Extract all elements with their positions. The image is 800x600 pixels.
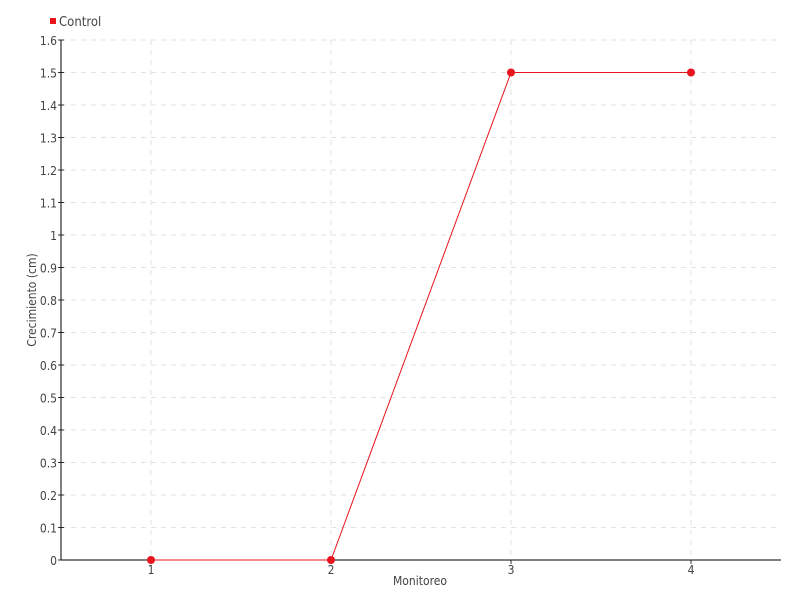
y-tick-label: 0.5 <box>40 392 57 406</box>
y-tick-label: 1.3 <box>40 132 57 146</box>
y-tick-label: 1.6 <box>40 34 57 48</box>
x-tick-label: 2 <box>328 563 335 577</box>
y-tick-label: 0 <box>50 554 57 568</box>
y-tick-label: 1.2 <box>40 164 57 178</box>
y-tick-label: 0.4 <box>40 424 57 438</box>
data-point <box>507 68 515 77</box>
data-point <box>327 556 335 564</box>
legend[interactable]: Control <box>50 15 101 30</box>
series-line <box>151 72 691 561</box>
y-tick-label: 0.6 <box>40 359 57 373</box>
data-point <box>147 556 155 564</box>
y-tick-label: 0.9 <box>40 262 57 276</box>
x-tick-label: 1 <box>148 563 155 577</box>
y-tick-label: 1.1 <box>40 197 57 211</box>
data-point <box>687 68 695 77</box>
y-tick-label: 1.5 <box>40 67 57 81</box>
y-tick-label: 0.7 <box>40 327 57 341</box>
y-tick-label: 0.3 <box>40 457 57 471</box>
y-axis-label: Crecimiento (cm) <box>25 253 39 346</box>
series-control <box>147 68 695 564</box>
grid <box>61 39 781 560</box>
y-tick-label: 1 <box>50 229 57 243</box>
y-tick-label: 0.2 <box>40 489 57 503</box>
axes: 0 0.1 0.2 0.3 0.4 0.5 0.6 0.7 0.8 0.9 1 1.1 1.2 1.3 1.… <box>40 34 781 577</box>
y-tick-label: 0.1 <box>40 522 57 536</box>
legend-label: Control <box>59 15 101 30</box>
y-tick-label: 0.8 <box>40 294 57 308</box>
x-tick-label: 3 <box>508 563 515 577</box>
y-tick-label: 1.4 <box>40 99 57 113</box>
x-tick-label: 4 <box>688 563 695 577</box>
legend-swatch <box>50 18 56 24</box>
x-axis-label: Monitoreo <box>393 574 447 588</box>
